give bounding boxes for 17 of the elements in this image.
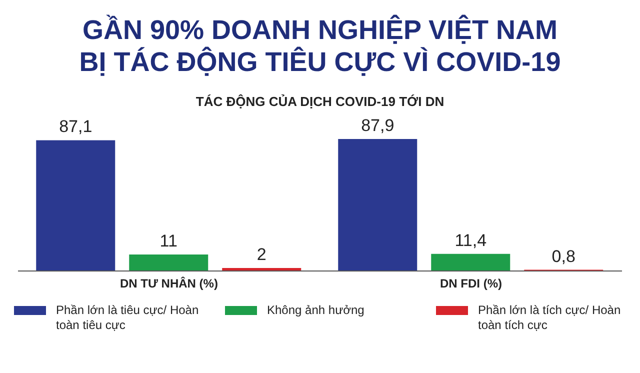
x-tick-label: DN FDI (%) xyxy=(440,276,502,291)
bar xyxy=(36,140,116,271)
data-label: 11,4 xyxy=(454,230,487,250)
data-label: 0,8 xyxy=(552,246,576,266)
bar xyxy=(338,139,418,271)
legend-label: Phần lớn là tiêu cực/ Hoàn toàn tiêu cực xyxy=(56,303,200,333)
bar xyxy=(129,254,208,271)
chart-subtitle: TÁC ĐỘNG CỦA DỊCH COVID-19 TỚI DN xyxy=(194,94,446,109)
data-label: 87,9 xyxy=(361,116,394,135)
chart-title: GẦN 90% DOANH NGHIỆP VIỆT NAM BỊ TÁC ĐỘNG TIÊU CỰC VÌ COVID-19 xyxy=(78,14,562,79)
data-label: 2 xyxy=(256,244,266,264)
data-label: 11 xyxy=(160,231,178,250)
legend-label: Không ảnh hưởng xyxy=(267,303,364,318)
bar xyxy=(431,254,510,271)
x-tick-label: DN TƯ NHÂN (%) xyxy=(120,276,218,291)
data-label: 87,1 xyxy=(59,117,92,136)
legend-label: Phần lớn là tích cực/ Hoàn toàn tích cực xyxy=(478,303,622,333)
